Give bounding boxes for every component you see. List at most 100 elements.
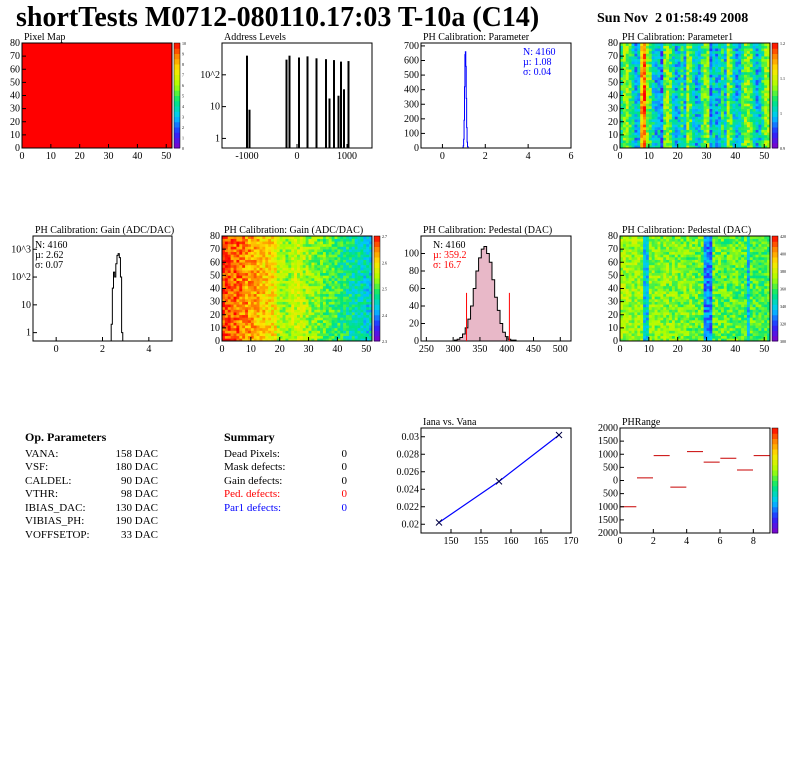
heatmap-cell	[666, 127, 670, 130]
heatmap-cell	[634, 291, 638, 295]
heatmap-cell	[622, 140, 627, 144]
heatmap-cell	[726, 66, 730, 70]
heatmap-cell	[622, 45, 627, 49]
heatmap-cell	[340, 296, 344, 300]
heatmap-cell	[628, 267, 632, 271]
heatmap-cell	[634, 142, 638, 146]
heatmap-cell	[706, 56, 710, 60]
heatmap-cell	[230, 249, 234, 253]
heatmap-cell	[343, 314, 347, 318]
heatmap-cell	[689, 121, 693, 125]
heatmap-cell	[227, 320, 231, 323]
heatmap-cell	[236, 243, 240, 247]
heatmap-cell	[645, 145, 650, 149]
heatmap-cell	[239, 338, 243, 342]
heatmap-cell	[299, 317, 304, 321]
heatmap-cell	[634, 280, 638, 284]
heatmap-cell	[683, 79, 687, 83]
heatmap-cell	[276, 243, 280, 247]
heatmap-cell	[282, 285, 286, 289]
y-tick-label: 60	[409, 284, 419, 295]
heatmap-cell	[262, 296, 266, 300]
heatmap-cell	[654, 108, 658, 112]
heatmap-cell	[640, 121, 644, 125]
heatmap-cell	[654, 288, 658, 292]
heatmap-cell	[640, 251, 644, 255]
heatmap-cell	[291, 236, 295, 239]
heatmap-cell	[651, 327, 655, 331]
y-tick-label: 10^2	[11, 272, 31, 283]
heatmap-cell	[343, 270, 347, 274]
heatmap-cell	[337, 267, 341, 271]
heatmap-cell	[723, 92, 728, 96]
x-tick-label: 50	[161, 151, 171, 162]
palette-frame	[771, 42, 779, 149]
heatmap-cell	[346, 278, 350, 281]
heatmap-cell	[360, 275, 364, 279]
heatmap-cell	[245, 333, 249, 337]
heatmap-cell	[233, 288, 237, 292]
heatmap-cell	[703, 111, 707, 115]
heatmap-cell	[276, 283, 280, 287]
heatmap-cell	[294, 322, 298, 326]
heatmap-cell	[360, 338, 364, 342]
heatmap-cell	[645, 77, 650, 81]
heatmap-cell	[317, 312, 321, 316]
heatmap-cell	[620, 262, 624, 266]
heatmap-cell	[755, 145, 759, 149]
heatmap-cell	[343, 309, 347, 313]
x-tick-label: 400	[499, 344, 514, 355]
heatmap-cell	[744, 140, 748, 144]
heatmap-cell	[718, 113, 722, 117]
heatmap-cell	[700, 145, 704, 149]
heatmap-cell	[631, 127, 635, 130]
heatmap-cell	[631, 79, 635, 83]
heatmap-cell	[767, 100, 771, 104]
heatmap-cell	[622, 275, 627, 279]
heatmap-cell	[242, 338, 246, 342]
heatmap-cell	[334, 335, 338, 339]
heatmap-cell	[236, 238, 240, 242]
heatmap-cell	[741, 95, 745, 99]
heatmap-cell	[732, 71, 736, 75]
heatmap-cell	[640, 236, 644, 239]
heatmap-cell	[755, 53, 759, 57]
heatmap-cell	[677, 85, 681, 88]
heatmap-cell	[305, 322, 309, 326]
heatmap-cell	[671, 53, 676, 57]
heatmap-cell	[369, 338, 373, 342]
heatmap-cell	[233, 267, 237, 271]
heatmap-cell	[654, 124, 658, 128]
heatmap-cell	[625, 100, 629, 104]
heatmap-cell	[741, 98, 745, 102]
heatmap-cell	[674, 50, 678, 54]
heatmap-cell	[256, 296, 260, 300]
heatmap-cell	[242, 330, 246, 334]
heatmap-cell	[620, 98, 624, 102]
heatmap-cell	[625, 43, 629, 46]
heatmap-cell	[692, 45, 696, 49]
heatmap-cell	[250, 257, 255, 260]
heatmap-cell	[723, 145, 728, 149]
heatmap-cell	[294, 299, 298, 302]
heatmap-cell	[631, 108, 635, 112]
heatmap-cell	[239, 288, 243, 292]
heatmap-cell	[648, 264, 653, 268]
heatmap-cell	[348, 272, 353, 276]
heatmap-cell	[735, 58, 739, 62]
heatmap-cell	[351, 267, 355, 271]
heatmap-cell	[271, 322, 275, 326]
heatmap-cell	[634, 53, 638, 57]
heatmap-cell	[224, 299, 229, 302]
y-tick-label: 50	[210, 270, 220, 281]
heatmap-cell	[643, 90, 647, 94]
y-tick-label: 200	[404, 114, 419, 125]
heatmap-cell	[256, 309, 260, 313]
heatmap-cell	[354, 296, 358, 300]
heatmap-cell	[247, 317, 252, 321]
heatmap-cell	[715, 108, 719, 112]
heatmap-cell	[331, 270, 335, 274]
heatmap-cell	[620, 275, 624, 279]
heatmap-cell	[680, 45, 684, 49]
heatmap-cell	[640, 309, 644, 313]
